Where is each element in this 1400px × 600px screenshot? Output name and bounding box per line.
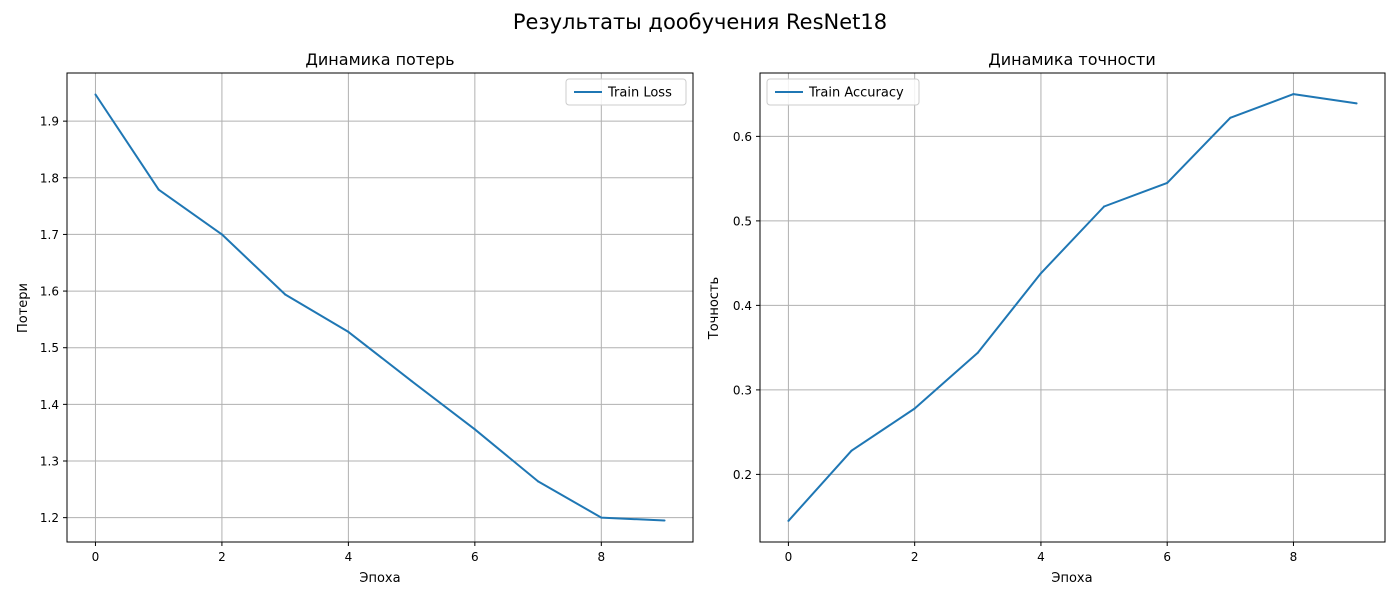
- loss-y-tick-label: 1.9: [40, 115, 59, 129]
- accuracy-x-tick-label: 6: [1163, 550, 1171, 564]
- accuracy-y-tick-label: 0.5: [733, 214, 752, 228]
- loss-legend-label: Train Loss: [607, 86, 672, 101]
- loss-data-point: [410, 380, 413, 383]
- loss-data-point: [537, 480, 540, 483]
- accuracy-y-tick-label: 0.4: [733, 299, 752, 313]
- loss-y-tick-label: 1.2: [40, 511, 59, 525]
- figure-suptitle: Результаты дообучения ResNet18: [513, 10, 887, 34]
- accuracy-data-point: [1103, 205, 1106, 208]
- loss-y-tick-label: 1.7: [40, 228, 59, 242]
- loss-x-axis-label: Эпоха: [359, 571, 400, 586]
- accuracy-data-point: [787, 519, 790, 522]
- loss-series-line: [94, 93, 665, 522]
- loss-y-tick-label: 1.6: [40, 285, 59, 299]
- accuracy-data-point: [976, 351, 979, 354]
- loss-data-point: [600, 516, 603, 519]
- accuracy-data-point: [850, 449, 853, 452]
- loss-x-tick-label: 6: [471, 550, 479, 564]
- loss-legend-box: [565, 78, 687, 106]
- accuracy-data-point: [1292, 93, 1295, 96]
- loss-chart: Динамика потерь Эпоха Потери 0 2 4 6 8 1.2 1.3…: [16, 50, 694, 586]
- accuracy-series-line: [787, 93, 1357, 522]
- loss-axes-frame: [66, 72, 694, 543]
- accuracy-data-point: [1229, 116, 1232, 119]
- loss-y-tick-label: 1.8: [40, 171, 59, 185]
- accuracy-data-point: [1039, 272, 1042, 275]
- loss-data-point: [473, 428, 476, 431]
- accuracy-y-tick-label: 0.2: [733, 468, 752, 482]
- loss-y-tick-label: 1.5: [40, 341, 59, 355]
- accuracy-x-tick-label: 2: [911, 550, 919, 564]
- accuracy-y-tick-label: 0.3: [733, 383, 752, 397]
- accuracy-x-tick-label: 8: [1290, 550, 1298, 564]
- accuracy-y-axis-label: Точность: [707, 277, 722, 340]
- loss-x-tick-label: 2: [218, 550, 226, 564]
- accuracy-chart-title: Динамика точности: [988, 50, 1156, 69]
- accuracy-data-point: [913, 407, 916, 410]
- loss-y-axis-label: Потери: [16, 283, 31, 333]
- loss-data-point: [663, 519, 666, 522]
- accuracy-y-tick-label: 0.6: [733, 130, 752, 144]
- accuracy-x-tick-label: 0: [785, 550, 793, 564]
- loss-data-point: [284, 293, 287, 296]
- loss-x-tick-label: 8: [597, 550, 605, 564]
- accuracy-axes-frame: [759, 72, 1386, 543]
- loss-data-point: [94, 93, 97, 96]
- loss-x-tick-label: 0: [92, 550, 100, 564]
- accuracy-plot-area: 0 2 4 6 8 0.2 0.3 0.4 0.5 0.6 Train Accuracy: [733, 72, 1386, 564]
- loss-plot-area: 0 2 4 6 8 1.2 1.3 1.4 1.5 1.6 1.7 1.8 1.9 Train Loss: [40, 72, 694, 564]
- loss-data-point: [347, 330, 350, 333]
- accuracy-data-point: [1355, 102, 1358, 105]
- loss-y-tick-label: 1.4: [40, 398, 59, 412]
- accuracy-data-point: [1166, 181, 1169, 184]
- loss-data-point: [157, 188, 160, 191]
- accuracy-x-tick-label: 4: [1037, 550, 1045, 564]
- accuracy-legend-label: Train Accuracy: [808, 86, 904, 101]
- accuracy-legend-box: [766, 78, 920, 106]
- loss-y-tick-label: 1.3: [40, 455, 59, 469]
- accuracy-chart: Динамика точности Эпоха Точность 0 2 4 6 8 0.…: [707, 50, 1386, 586]
- loss-chart-title: Динамика потерь: [305, 50, 454, 69]
- accuracy-x-axis-label: Эпоха: [1051, 571, 1092, 586]
- loss-data-point: [220, 233, 223, 236]
- loss-x-tick-label: 4: [345, 550, 353, 564]
